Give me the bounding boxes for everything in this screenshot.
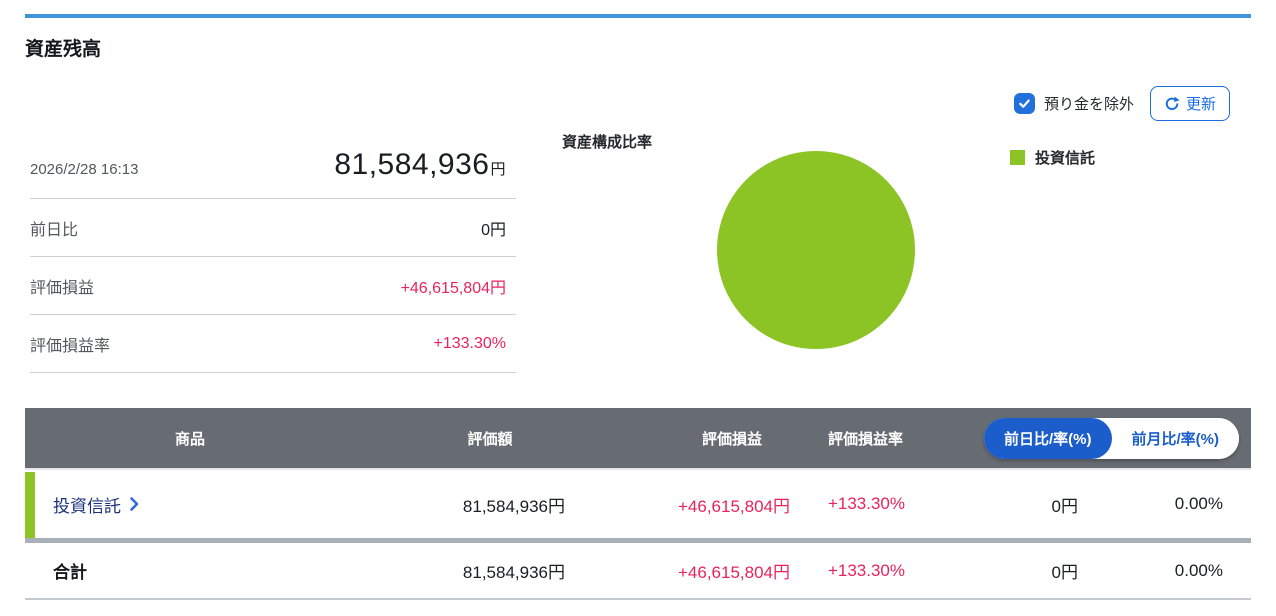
table-header-row: 商品 評価額 評価損益 評価損益率 前日比/率(%) 前月比/率(%) (25, 408, 1251, 468)
page-title: 資産残高 (25, 39, 102, 60)
header-gain: 評価損益 (701, 430, 762, 448)
row-category-color-bar (25, 472, 35, 538)
total-gain-rate-cell: +133.30% (827, 560, 905, 580)
day-change-rate-cell: 0.00% (1174, 494, 1223, 513)
day-change-value: 0円 (481, 221, 506, 239)
total-label-cell: 合計 (53, 563, 87, 582)
summary-panel: 2026/2/28 16:13 81,584,936円 前日比 0円 評価損益 … (30, 140, 516, 373)
pie-chart-legend: 投資信託 (1010, 147, 1095, 168)
valuation-cell: 81,584,936円 (462, 496, 565, 516)
total-asset-unit: 円 (490, 161, 506, 178)
total-day-change-cell: 0円 (1051, 563, 1078, 582)
table-row-investment-trust: 投資信託 81,584,936円 +46,615,804円 +133.30% 0… (25, 468, 1251, 538)
exclude-deposit-checkbox[interactable]: 預り金を除外 (1014, 93, 1134, 114)
top-accent-line (25, 14, 1251, 18)
total-asset-value: 81,584,936円 (334, 148, 506, 182)
legend-swatch-icon (1010, 150, 1025, 165)
summary-row-gain-rate: 評価損益率 +133.30% (30, 315, 516, 373)
product-cell: 投資信託 (25, 492, 355, 517)
gain-rate-cell: +133.30% (827, 494, 905, 513)
investment-trust-label: 投資信託 (53, 496, 121, 516)
header-product: 商品 (174, 430, 205, 448)
checkbox-checked-icon[interactable] (1014, 93, 1035, 114)
gain-value: +46,615,804円 (400, 279, 506, 297)
summary-row-gain: 評価損益 +46,615,804円 (30, 257, 516, 315)
toggle-day-comparison[interactable]: 前日比/率(%) (984, 417, 1112, 459)
check-icon (1019, 99, 1030, 108)
table-row-separator (25, 538, 1251, 543)
investment-trust-link[interactable]: 投資信託 (53, 492, 139, 517)
controls-row: 預り金を除外 更新 (1014, 86, 1231, 121)
pie-chart-slice-investment-trust (717, 151, 915, 349)
day-change-label: 前日比 (30, 221, 79, 239)
total-gain-cell: +46,615,804円 (677, 563, 790, 582)
table-row-total: 合計 81,584,936円 +46,615,804円 +133.30% 0円 … (25, 543, 1251, 600)
header-valuation: 評価額 (467, 430, 513, 448)
gain-rate-label: 評価損益率 (30, 337, 111, 355)
total-day-change-rate-cell: 0.00% (1174, 560, 1223, 580)
chevron-right-icon (130, 497, 139, 511)
pie-chart-title: 資産構成比率 (562, 134, 653, 151)
refresh-icon (1165, 96, 1180, 110)
gain-label: 評価損益 (30, 279, 95, 297)
comparison-toggle: 前日比/率(%) 前月比/率(%) (984, 417, 1239, 459)
summary-row-day-change: 前日比 0円 (30, 199, 516, 257)
asset-table: 商品 評価額 評価損益 評価損益率 前日比/率(%) 前月比/率(%) 投資信託 (25, 408, 1251, 600)
gain-rate-value: +133.30% (433, 334, 506, 352)
exclude-deposit-label: 預り金を除外 (1044, 96, 1135, 113)
header-gain-rate: 評価損益率 (827, 430, 903, 448)
toggle-month-comparison[interactable]: 前月比/率(%) (1111, 417, 1239, 459)
legend-label: 投資信託 (1035, 150, 1096, 167)
comparison-toggle-wrap: 前日比/率(%) 前月比/率(%) (905, 417, 1251, 459)
total-asset-number: 81,584,936 (334, 148, 490, 181)
summary-total-row: 2026/2/28 16:13 81,584,936円 (30, 140, 516, 199)
day-change-cell: 0円 (1051, 496, 1078, 516)
refresh-label: 更新 (1186, 96, 1217, 113)
pie-chart (717, 151, 915, 349)
gain-cell: +46,615,804円 (677, 496, 790, 516)
timestamp: 2026/2/28 16:13 (30, 161, 139, 178)
refresh-button[interactable]: 更新 (1150, 86, 1231, 121)
total-valuation-cell: 81,584,936円 (462, 563, 565, 582)
